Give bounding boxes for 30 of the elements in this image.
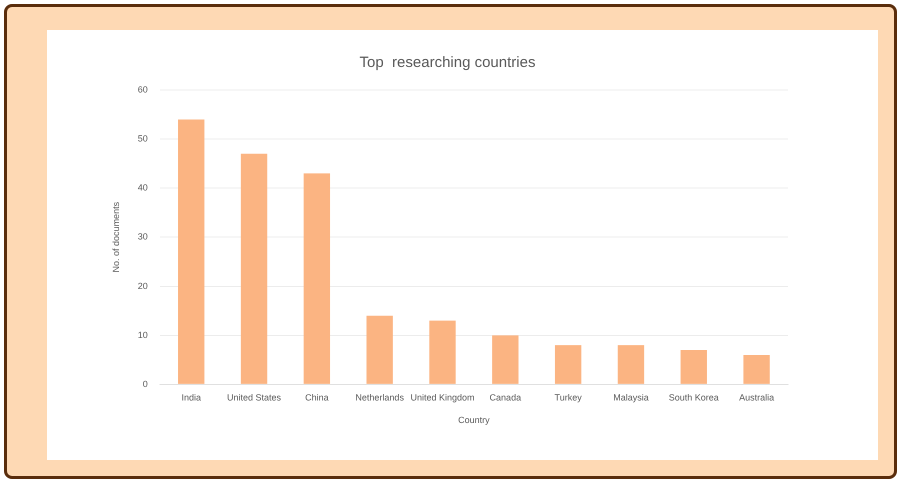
- bar: [743, 354, 770, 384]
- x-tick-label: India: [181, 392, 201, 402]
- x-tick-label: China: [305, 392, 329, 402]
- y-tick-label: 0: [142, 378, 148, 389]
- bar: [554, 345, 582, 384]
- x-tick-label: Malaysia: [613, 392, 649, 402]
- bar: [178, 119, 204, 384]
- y-tick-label: 60: [138, 84, 148, 94]
- x-tick-label: United States: [227, 392, 282, 402]
- x-tick-label: Netherlands: [355, 392, 404, 402]
- bar: [366, 316, 393, 384]
- x-tick-label: South Korea: [668, 392, 719, 402]
- bar: [618, 345, 644, 384]
- y-tick-label: 10: [138, 330, 148, 340]
- x-tick-label: Australia: [739, 392, 774, 402]
- y-tick-label: 20: [138, 280, 148, 291]
- x-axis-title: Country: [458, 415, 490, 426]
- y-tick-label: 40: [138, 182, 148, 193]
- y-tick-label: 50: [138, 134, 148, 144]
- x-tick-label: United Kingdom: [410, 392, 475, 402]
- bar: [429, 320, 456, 384]
- y-tick-label: 30: [138, 232, 148, 242]
- y-axis-title: No. of documents: [110, 201, 121, 272]
- x-tick-label: Canada: [490, 392, 522, 402]
- bar: [304, 173, 330, 384]
- chart-title: Top researching countries: [360, 54, 536, 72]
- bar: [240, 154, 268, 384]
- bar: [680, 350, 707, 384]
- x-tick-label: Turkey: [554, 392, 582, 402]
- bar: [492, 335, 519, 384]
